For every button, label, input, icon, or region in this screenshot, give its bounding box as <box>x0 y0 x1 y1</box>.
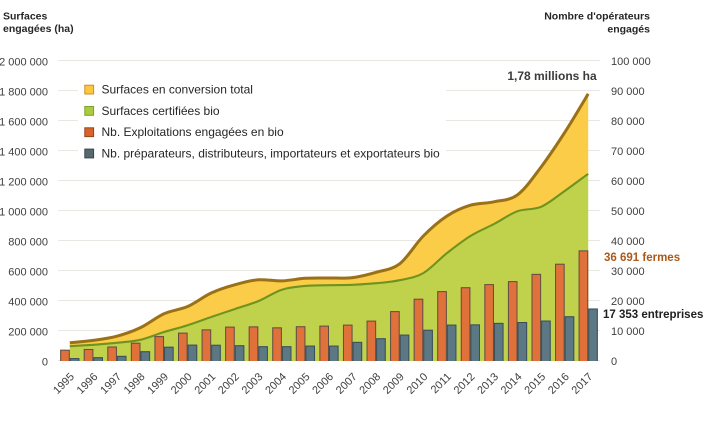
svg-text:Nb. préparateurs, distributeur: Nb. préparateurs, distributeurs, importa… <box>102 146 440 160</box>
svg-text:Surfaces: Surfaces <box>3 11 48 23</box>
svg-text:10 000: 10 000 <box>611 326 645 338</box>
svg-text:0: 0 <box>42 356 48 368</box>
svg-text:1 800 000: 1 800 000 <box>0 86 48 98</box>
svg-text:Nb. Exploitations engagées en: Nb. Exploitations engagées en bio <box>102 125 284 139</box>
svg-text:60 000: 60 000 <box>611 176 645 188</box>
svg-text:36 691 fermes: 36 691 fermes <box>604 252 680 264</box>
svg-text:1 600 000: 1 600 000 <box>0 116 48 128</box>
svg-text:600 000: 600 000 <box>8 266 48 278</box>
svg-text:Surfaces certifiées bio: Surfaces certifiées bio <box>102 104 220 118</box>
svg-text:Nombre d'opérateurs: Nombre d'opérateurs <box>544 11 650 23</box>
svg-text:40 000: 40 000 <box>611 236 645 248</box>
svg-text:17 353 entreprises: 17 353 entreprises <box>603 309 703 321</box>
svg-text:2 000 000: 2 000 000 <box>0 56 48 68</box>
svg-text:20 000: 20 000 <box>611 296 645 308</box>
svg-text:100 000: 100 000 <box>611 56 651 68</box>
svg-text:50 000: 50 000 <box>611 206 645 218</box>
svg-text:30 000: 30 000 <box>611 266 645 278</box>
svg-text:400 000: 400 000 <box>8 296 48 308</box>
svg-text:0: 0 <box>611 356 617 368</box>
svg-text:1 000 000: 1 000 000 <box>0 206 48 218</box>
svg-text:1 400 000: 1 400 000 <box>0 146 48 158</box>
svg-text:800 000: 800 000 <box>8 236 48 248</box>
svg-text:engagés: engagés <box>607 24 650 36</box>
svg-text:engagées (ha): engagées (ha) <box>3 23 74 35</box>
svg-text:1,78 millions ha: 1,78 millions ha <box>507 69 597 83</box>
svg-text:Surfaces en conversion total: Surfaces en conversion total <box>102 83 253 97</box>
svg-text:70 000: 70 000 <box>611 146 645 158</box>
svg-text:90 000: 90 000 <box>611 86 645 98</box>
svg-text:200 000: 200 000 <box>8 326 48 338</box>
svg-text:1 200 000: 1 200 000 <box>0 176 48 188</box>
svg-text:80 000: 80 000 <box>611 116 645 128</box>
